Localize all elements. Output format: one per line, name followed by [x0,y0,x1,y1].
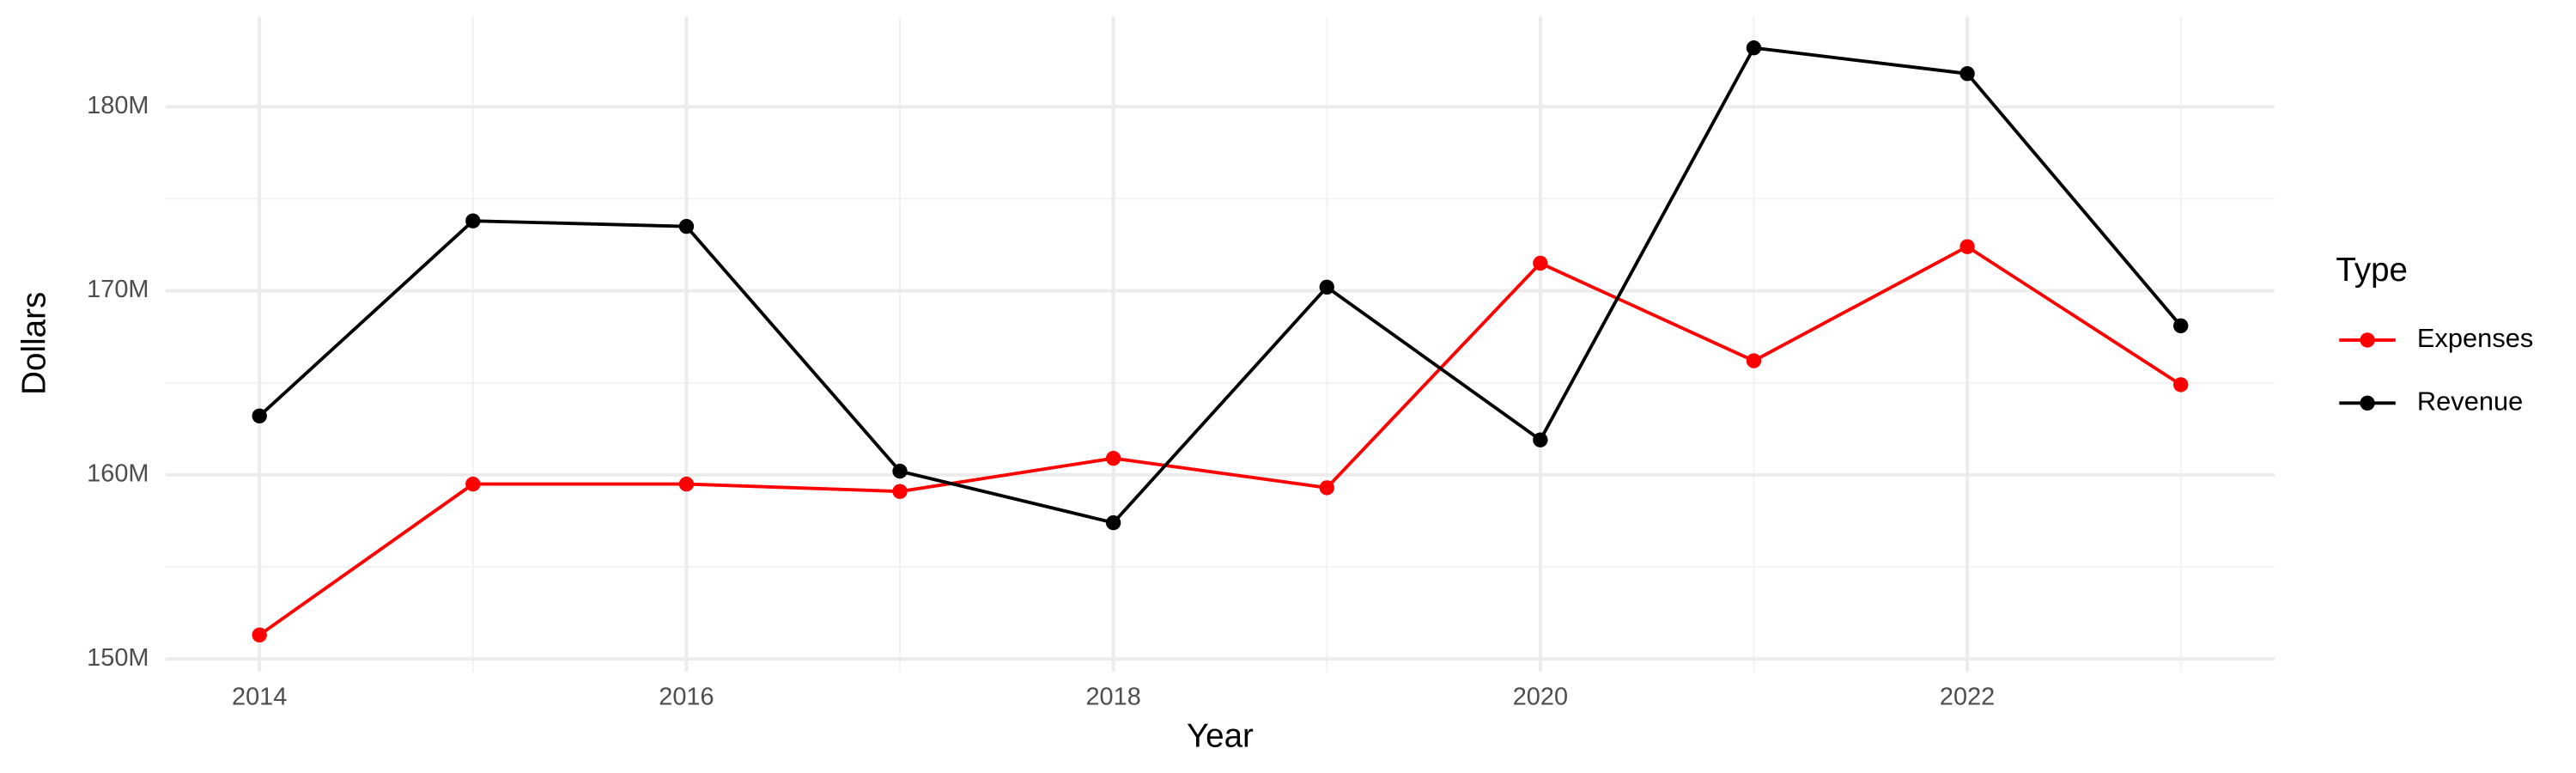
point [1319,279,1334,295]
point [1959,239,1975,254]
series [252,40,2189,531]
legend-label: Expenses [2417,323,2533,353]
x-tick-label: 2022 [1940,684,1995,711]
grid [165,16,2275,673]
legend-key-point [2360,395,2375,411]
point [1746,40,1762,56]
point [1959,66,1975,82]
point [892,484,908,499]
point [252,408,267,424]
point [1746,353,1762,368]
legend-title: Type [2336,252,2408,289]
point [678,476,695,492]
point [1533,255,1548,271]
point [2173,377,2189,393]
x-axis-title: Year [1187,718,1254,755]
point [678,218,695,234]
legend-label: Revenue [2417,386,2523,416]
point [465,476,481,492]
point [1319,480,1334,496]
legend-key-point [2360,332,2375,348]
line [258,46,2183,525]
series [252,239,2189,643]
y-tick-label: 160M [87,460,149,488]
x-tick-label: 2018 [1085,684,1140,711]
x-tick-label: 2014 [232,684,287,711]
y-tick-label: 180M [87,92,149,119]
point [2173,318,2189,334]
point [252,627,267,643]
line [258,244,2182,636]
point [1105,450,1121,466]
y-axis-title: Dollars [16,292,53,395]
point [892,463,908,479]
y-tick-label: 170M [87,276,149,303]
point [1533,432,1548,447]
y-tick-label: 150M [87,644,149,672]
x-tick-label: 2016 [659,684,714,711]
x-tick-label: 2020 [1513,684,1568,711]
point [465,213,481,228]
point [1105,514,1121,531]
